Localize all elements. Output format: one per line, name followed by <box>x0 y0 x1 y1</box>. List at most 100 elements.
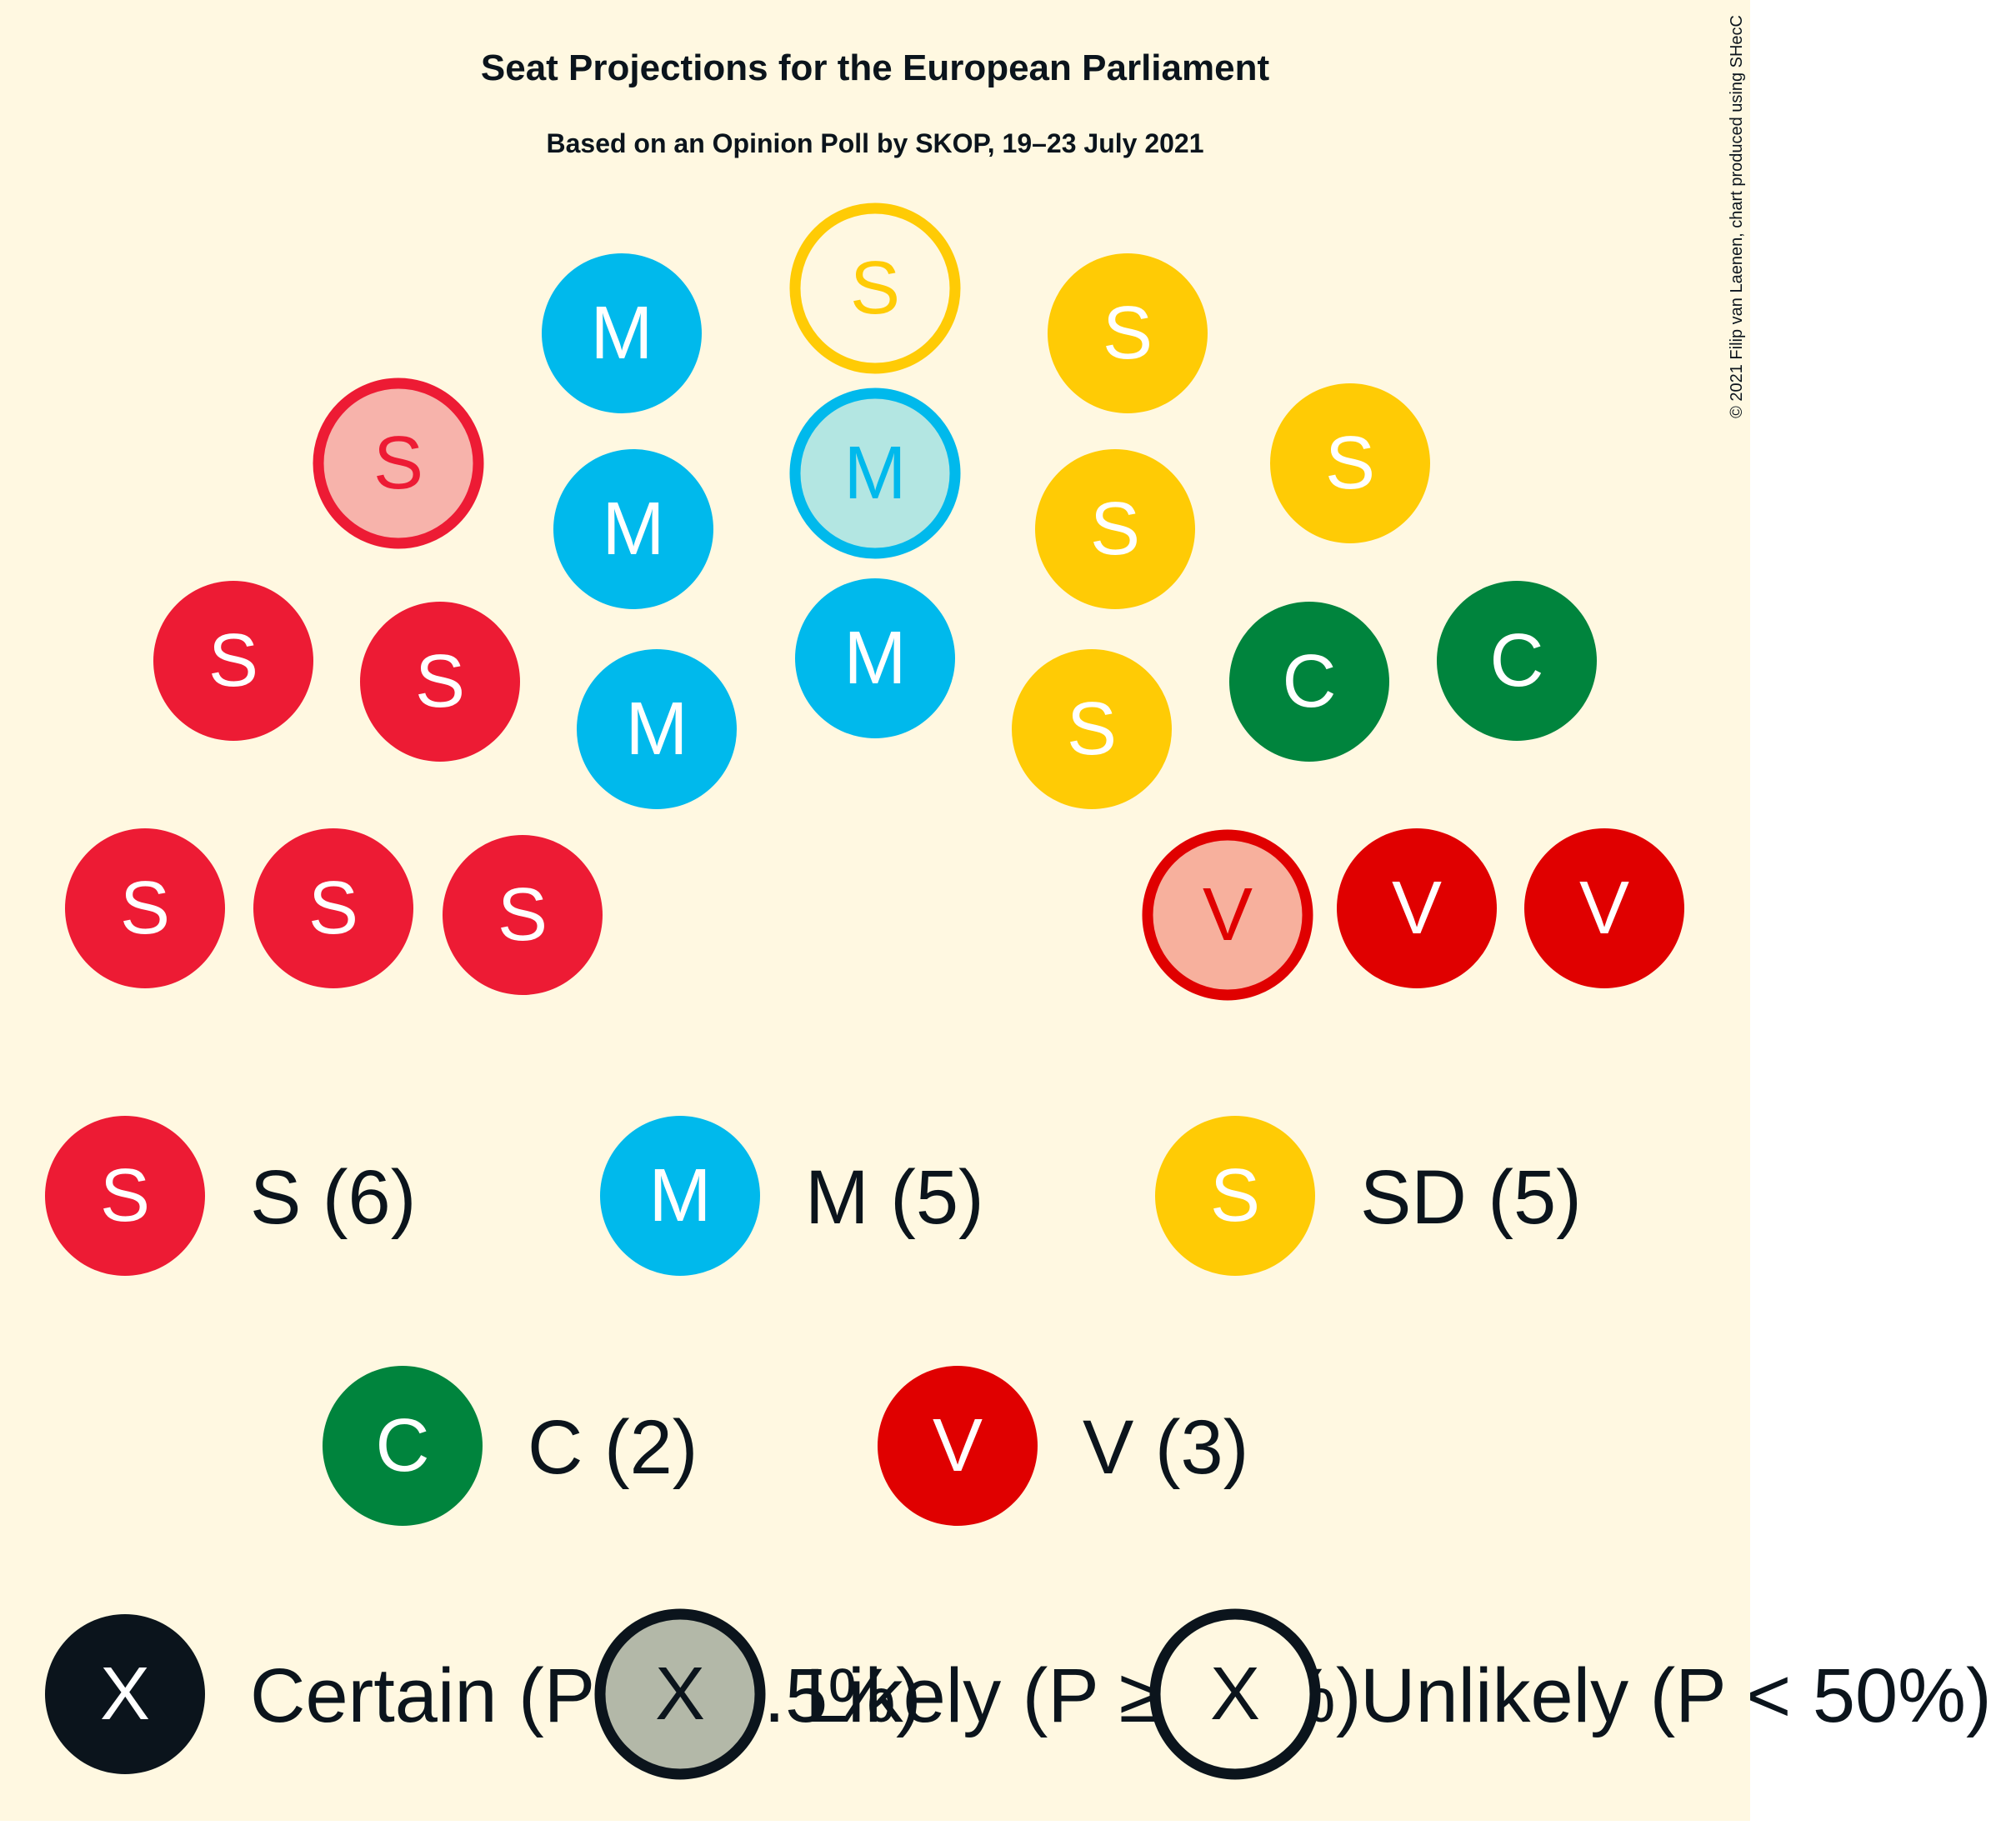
status-swatch-certain-circle <box>45 1614 205 1774</box>
seat-s-4: S <box>153 581 313 741</box>
seat-sd-13-symbol: S <box>1103 292 1153 375</box>
status-legend-unlikely: X Unlikely (P < 50%) <box>1149 1608 1992 1780</box>
seat-sd-14-circle <box>1035 449 1195 609</box>
seat-m-8: M <box>553 449 713 609</box>
seat-m-10-circle <box>795 578 955 738</box>
seat-m-9: M <box>577 649 737 809</box>
seat-m-10-symbol: M <box>844 617 907 700</box>
chart-subtitle: Based on an Opinion Poll by SKOP, 19–23 … <box>546 128 1203 158</box>
status-swatch-certain: X <box>45 1614 205 1774</box>
seat-v-20: V <box>1337 828 1497 988</box>
seat-v-20-circle <box>1337 828 1497 988</box>
seat-s-1: S <box>65 828 225 988</box>
seat-sd-12-circle <box>789 202 961 374</box>
seat-s-2-symbol: S <box>308 867 358 950</box>
seat-sd-12: S <box>789 202 961 374</box>
seat-s-3-symbol: S <box>498 873 548 957</box>
seat-m-7-symbol: M <box>591 292 653 375</box>
seat-m-10: M <box>795 578 955 738</box>
status-label-certain: Certain (P ≥ 97.5%) <box>250 1653 922 1738</box>
legend-swatch-m: M <box>600 1116 760 1276</box>
legend-label-s: S (6) <box>250 1155 416 1240</box>
seat-sd-13-circle <box>1048 253 1208 413</box>
legend-swatch-s-symbol: S <box>100 1154 150 1238</box>
seat-s-5-circle <box>360 602 520 762</box>
status-label-unlikely: Unlikely (P < 50%) <box>1360 1653 1992 1738</box>
seat-s-4-symbol: S <box>208 619 258 702</box>
seat-sd-13: S <box>1048 253 1208 413</box>
legend-item-v: V V (3) <box>878 1366 1248 1526</box>
status-swatch-likely-symbol: X <box>655 1652 705 1736</box>
legend-item-m: M M (5) <box>600 1116 984 1276</box>
seat-c-17-circle <box>1437 581 1597 741</box>
legend-swatch-sd: S <box>1155 1116 1315 1276</box>
seat-sd-15-symbol: S <box>1325 422 1375 505</box>
status-swatch-unlikely: X <box>1149 1608 1321 1780</box>
seat-sd-12-symbol: S <box>850 247 900 330</box>
seat-v-20-symbol: V <box>1392 867 1442 950</box>
seat-m-7: M <box>542 253 702 413</box>
legend-swatch-v-circle <box>878 1366 1038 1526</box>
seat-s-3-circle <box>443 835 603 995</box>
seat-m-8-symbol: M <box>603 488 665 571</box>
legend-swatch-m-circle <box>600 1116 760 1276</box>
seat-s-6-symbol: S <box>373 422 423 505</box>
seat-v-19-circle <box>1142 829 1313 1001</box>
status-swatch-unlikely-symbol: X <box>1210 1652 1260 1736</box>
seat-v-21: V <box>1524 828 1684 988</box>
legend-swatch-c-circle <box>323 1366 483 1526</box>
status-swatch-unlikely-circle <box>1149 1608 1321 1780</box>
seat-s-2-circle <box>253 828 413 988</box>
seat-c-18: C <box>1229 602 1389 762</box>
seat-sd-14: S <box>1035 449 1195 609</box>
chart-title: Seat Projections for the European Parlia… <box>481 48 1270 88</box>
legend-swatch-m-symbol: M <box>649 1154 712 1238</box>
legend-item-s: S S (6) <box>45 1116 416 1276</box>
seat-c-17: C <box>1437 581 1597 741</box>
legend-swatch-v-symbol: V <box>933 1404 983 1488</box>
seat-s-6-circle <box>313 378 484 549</box>
legend-label-m: M (5) <box>805 1155 984 1240</box>
copyright-note: © 2021 Filip van Laenen, chart produced … <box>1728 15 1746 418</box>
seat-m-9-circle <box>577 649 737 809</box>
seat-v-21-circle <box>1524 828 1684 988</box>
status-swatch-likely-circle <box>594 1608 766 1780</box>
seat-s-1-circle <box>65 828 225 988</box>
legend-label-v: V (3) <box>1083 1405 1248 1490</box>
seat-c-18-symbol: C <box>1283 640 1337 723</box>
seat-v-19: V <box>1142 829 1313 1001</box>
seat-sd-14-symbol: S <box>1090 488 1140 571</box>
legend-swatch-v: V <box>878 1366 1038 1526</box>
seat-sd-15: S <box>1270 383 1430 543</box>
status-swatch-certain-symbol: X <box>100 1652 150 1736</box>
legend-swatch-c: C <box>323 1366 483 1526</box>
seat-v-21-symbol: V <box>1579 867 1629 950</box>
legend-swatch-sd-circle <box>1155 1116 1315 1276</box>
seat-m-7-circle <box>542 253 702 413</box>
seat-s-2: S <box>253 828 413 988</box>
seat-m-11-symbol: M <box>844 432 907 515</box>
seat-s-6: S <box>313 378 484 549</box>
seat-sd-16-circle <box>1012 649 1172 809</box>
seat-sd-16-symbol: S <box>1067 688 1117 771</box>
status-legend-certain: X Certain (P ≥ 97.5%) <box>45 1614 922 1774</box>
seat-m-11-circle <box>789 388 961 559</box>
legend-swatch-s: S <box>45 1116 205 1276</box>
legend-label-c: C (2) <box>528 1405 698 1490</box>
seat-m-11: M <box>789 388 961 559</box>
seat-group: S S S S S S M M M M M S S S S S C C V V V <box>65 202 1684 1001</box>
legend-item-c: C C (2) <box>323 1366 698 1526</box>
party-legend: S S (6) M M (5) S SD (5) C C (2) V V (3) <box>45 1116 1582 1526</box>
legend-swatch-c-symbol: C <box>376 1404 430 1488</box>
legend-item-sd: S SD (5) <box>1155 1116 1582 1276</box>
seat-s-5-symbol: S <box>415 640 465 723</box>
seat-c-17-symbol: C <box>1490 619 1544 702</box>
seat-c-18-circle <box>1229 602 1389 762</box>
seat-m-8-circle <box>553 449 713 609</box>
seat-sd-15-circle <box>1270 383 1430 543</box>
seat-s-4-circle <box>153 581 313 741</box>
legend-swatch-sd-symbol: S <box>1210 1154 1260 1238</box>
seat-sd-16: S <box>1012 649 1172 809</box>
